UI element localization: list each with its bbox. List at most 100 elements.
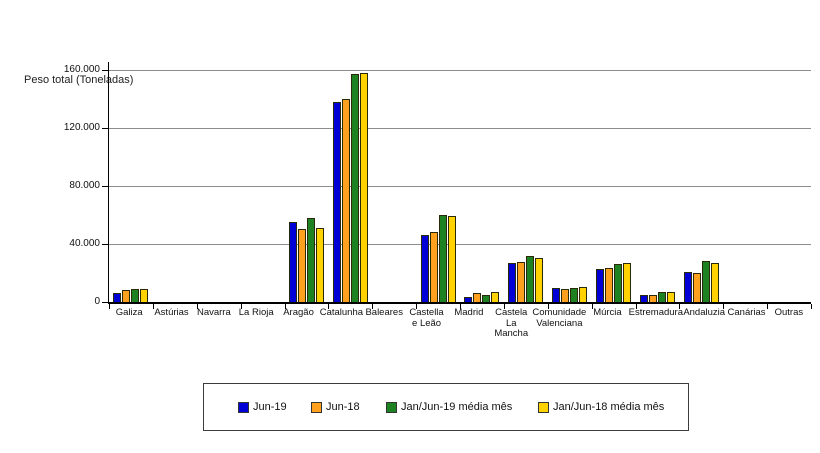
bar-group (504, 62, 548, 302)
legend-item: Jan/Jun-19 média mês (386, 401, 538, 413)
bar-jan-jun-18-m-dia-m-s (447, 216, 456, 302)
bar-jun-18 (561, 289, 570, 302)
x-axis-tick (152, 304, 154, 309)
x-axis-tick (723, 304, 725, 309)
bar-jun-19 (508, 263, 517, 302)
x-tick-label: Astúrias (154, 307, 189, 318)
gridline (109, 128, 811, 129)
bar-jun-19 (113, 293, 122, 302)
bar-groups (109, 62, 811, 302)
bar-group (592, 62, 636, 302)
x-tick-label: Múrcia (593, 307, 622, 318)
bar-jun-19 (639, 295, 648, 302)
legend-label: Jun-18 (326, 401, 360, 413)
x-axis-tick (284, 304, 286, 309)
bar-group (767, 62, 811, 302)
bar-jun-19 (420, 235, 429, 302)
y-axis-tick (102, 128, 108, 129)
bar-group (679, 62, 723, 302)
bar-jun-19 (464, 297, 473, 302)
bar-jan-jun-18-m-dia-m-s (535, 258, 544, 302)
y-tick-label: 40.000 (69, 238, 100, 249)
bar-jun-18 (122, 290, 131, 302)
x-tick-label: Outras (774, 307, 804, 318)
bar-jun-19 (552, 288, 561, 302)
bar-jun-18 (429, 232, 438, 302)
x-axis-tick (328, 304, 330, 309)
bar-jun-19 (332, 102, 341, 302)
x-axis-tick (372, 304, 374, 309)
legend-box: Jun-19 Jun-18 Jan/Jun-19 média mês Jan/Jun-… (203, 383, 689, 431)
bar-jun-19 (596, 269, 605, 302)
y-axis-tick (102, 70, 108, 71)
bar-group (285, 62, 329, 302)
bar-jan-jun-18-m-dia-m-s (666, 292, 675, 302)
bar-jun-19 (683, 272, 692, 302)
x-tick-label: La Rioja (238, 307, 274, 318)
y-tick-label: 120.000 (63, 122, 100, 133)
bar-jun-19 (288, 222, 297, 302)
bar-group (548, 62, 592, 302)
bar-group (372, 62, 416, 302)
x-axis-tick (767, 304, 769, 309)
gridline (109, 244, 811, 245)
bar-jun-18 (648, 295, 657, 302)
bar-jun-18 (341, 99, 350, 302)
bar-jun-18 (517, 262, 526, 302)
bar-jan-jun-18-m-dia-m-s (491, 292, 500, 302)
bar-jan-jun-19-m-dia-m-s (526, 256, 535, 302)
x-tick-label: Comunidade Valenciana (532, 307, 587, 329)
bar-jan-jun-19-m-dia-m-s (350, 74, 359, 302)
x-axis-tick (503, 304, 505, 309)
x-axis-tick (196, 304, 198, 309)
x-tick-label: Canárias (727, 307, 766, 318)
x-axis-tick (811, 304, 812, 309)
x-axis-tick (591, 304, 593, 309)
bar-jan-jun-19-m-dia-m-s (131, 289, 140, 302)
bar-jan-jun-18-m-dia-m-s (623, 263, 632, 302)
gridline (109, 70, 811, 71)
x-tick-label: Castela La Mancha (494, 307, 529, 339)
legend-swatch-icon (386, 401, 397, 413)
bar-jan-jun-19-m-dia-m-s (614, 264, 623, 302)
y-tick-label: 0 (94, 296, 100, 307)
x-axis-tick (109, 304, 110, 309)
x-tick-label: Galiza (115, 307, 143, 318)
legend-label: Jan/Jun-18 média mês (553, 401, 665, 413)
x-tick-label: Baleares (365, 307, 403, 318)
x-axis-tick (679, 304, 681, 309)
x-axis-labels: Galiza Astúrias Navarra La Rioja Aragão Catal… (108, 307, 810, 340)
x-tick-label: Castella e Leão (409, 307, 444, 329)
plot-area (102, 62, 812, 309)
bar-group (241, 62, 285, 302)
bar-jan-jun-19-m-dia-m-s (482, 295, 491, 302)
x-tick-label: Andaluzia (683, 307, 726, 318)
bar-jan-jun-19-m-dia-m-s (438, 215, 447, 302)
bar-group (153, 62, 197, 302)
gridline (109, 186, 811, 187)
legend-label: Jun-19 (253, 401, 287, 413)
x-tick-label: Aragão (283, 307, 314, 318)
x-axis-tick (240, 304, 242, 309)
bar-jan-jun-18-m-dia-m-s (315, 228, 324, 302)
bar-jan-jun-18-m-dia-m-s (710, 263, 719, 302)
bar-jan-jun-19-m-dia-m-s (657, 292, 666, 302)
bar-group (636, 62, 680, 302)
bar-group (460, 62, 504, 302)
bar-jan-jun-19-m-dia-m-s (306, 218, 315, 302)
bar-jan-jun-18-m-dia-m-s (359, 73, 368, 302)
legend-item: Jan/Jun-18 média mês (538, 401, 698, 413)
bar-group (109, 62, 153, 302)
bar-group (723, 62, 767, 302)
legend-swatch-icon (238, 401, 249, 413)
bar-jun-18 (297, 229, 306, 302)
y-tick-label: 80.000 (69, 180, 100, 191)
bar-jun-18 (692, 273, 701, 302)
bar-group (197, 62, 241, 302)
legend-swatch-icon (538, 401, 549, 413)
x-tick-label: Estremadura (628, 307, 684, 318)
legend-label: Jan/Jun-19 média mês (401, 401, 513, 413)
x-tick-label: Madrid (454, 307, 484, 318)
bar-jan-jun-19-m-dia-m-s (701, 261, 710, 302)
